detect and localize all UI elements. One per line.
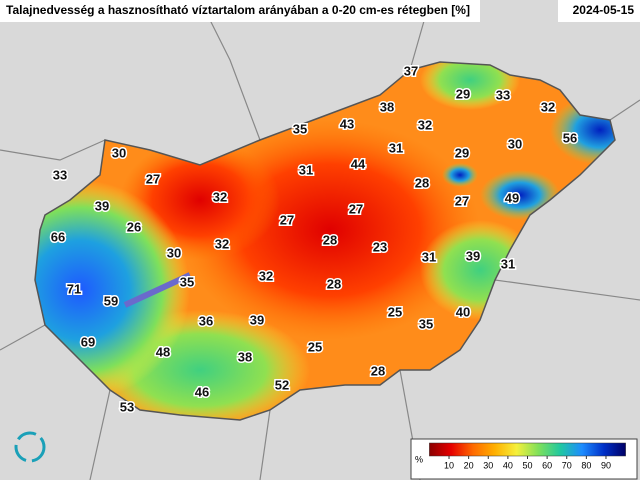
date-box [558, 0, 640, 22]
station-value: 32 [418, 117, 432, 132]
station-value: 31 [389, 140, 403, 155]
station-value: 28 [327, 276, 341, 291]
station-value: 27 [349, 201, 363, 216]
station-value: 25 [388, 304, 402, 319]
station-value: 28 [415, 175, 429, 190]
colorbar-tick-label: 10 [444, 460, 454, 470]
station-value: 29 [455, 145, 469, 160]
station-value: 31 [422, 249, 436, 264]
title: Talajnedvesség a hasznosítható víztartal… [6, 3, 470, 17]
lake-balaton [123, 272, 192, 308]
station-value: 39 [95, 198, 109, 213]
station-value: 30 [508, 136, 522, 151]
station-value: 40 [456, 304, 470, 319]
station-value: 59 [104, 293, 118, 308]
station-value: 30 [167, 245, 181, 260]
colorbar-tick-label: 50 [522, 460, 532, 470]
station-value: 29 [456, 86, 470, 101]
station-value: 66 [51, 229, 65, 244]
station-value: 37 [404, 63, 418, 78]
station-value: 27 [146, 171, 160, 186]
station-value: 53 [120, 399, 134, 414]
logo [14, 431, 46, 463]
station-value: 31 [501, 256, 515, 271]
station-value: 71 [67, 281, 81, 296]
colorbar-tick-label: 80 [581, 460, 591, 470]
station-value: 56 [563, 130, 577, 145]
station-value: 30 [112, 145, 126, 160]
station-value: 35 [180, 274, 194, 289]
station-value: 69 [81, 334, 95, 349]
colorbar-tick-label: 20 [464, 460, 474, 470]
station-value: 44 [351, 156, 366, 171]
colorbar-unit: % [415, 454, 423, 464]
station-value: 26 [127, 219, 141, 234]
station-value: 36 [199, 313, 213, 328]
station-value: 39 [466, 248, 480, 263]
station-value: 35 [419, 316, 433, 331]
title-box [0, 0, 480, 22]
station-labels: 37 29 33 32 38 43 35 32 56 30 31 29 30 44 31 27 33 28 32 49… [49, 62, 578, 416]
station-value: 33 [496, 87, 510, 102]
country-border [34, 61, 616, 421]
station-value: 39 [250, 312, 264, 327]
station-value: 32 [213, 189, 227, 204]
station-value: 32 [541, 99, 555, 114]
date: 2024-05-15 [573, 3, 635, 17]
colorbar-tick-label: 60 [542, 460, 552, 470]
station-value: 23 [373, 239, 387, 254]
station-value: 38 [238, 349, 252, 364]
station-value: 27 [280, 212, 294, 227]
station-value: 32 [259, 268, 273, 283]
station-value: 28 [323, 232, 337, 247]
station-value: 43 [340, 116, 354, 131]
station-value: 32 [215, 236, 229, 251]
colorbar: 10 20 30 40 50 60 70 80 90 [429, 442, 626, 470]
station-value: 27 [455, 193, 469, 208]
station-value: 35 [293, 121, 307, 136]
colorbar-tick-label: 90 [601, 460, 611, 470]
station-value: 25 [308, 339, 322, 354]
station-value: 52 [275, 377, 289, 392]
colorbar-tick-label: 40 [503, 460, 513, 470]
colorbar-gradient [429, 442, 626, 457]
station-value: 33 [53, 167, 67, 182]
station-value: 28 [371, 363, 385, 378]
station-value: 49 [505, 190, 519, 205]
station-value: 31 [299, 162, 313, 177]
station-value: 38 [380, 99, 394, 114]
station-value: 46 [195, 384, 209, 399]
colorbar-tick-label: 70 [562, 460, 572, 470]
station-value: 48 [156, 344, 170, 359]
colorbar-tick-label: 30 [483, 460, 493, 470]
